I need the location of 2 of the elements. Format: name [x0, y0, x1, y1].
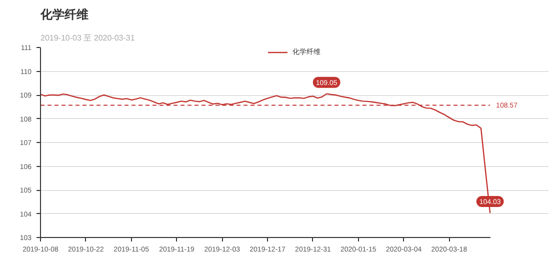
- chart-title: 化学纤维: [40, 8, 88, 22]
- chart-subtitle: 2019-10-03 至 2020-03-31: [40, 34, 136, 42]
